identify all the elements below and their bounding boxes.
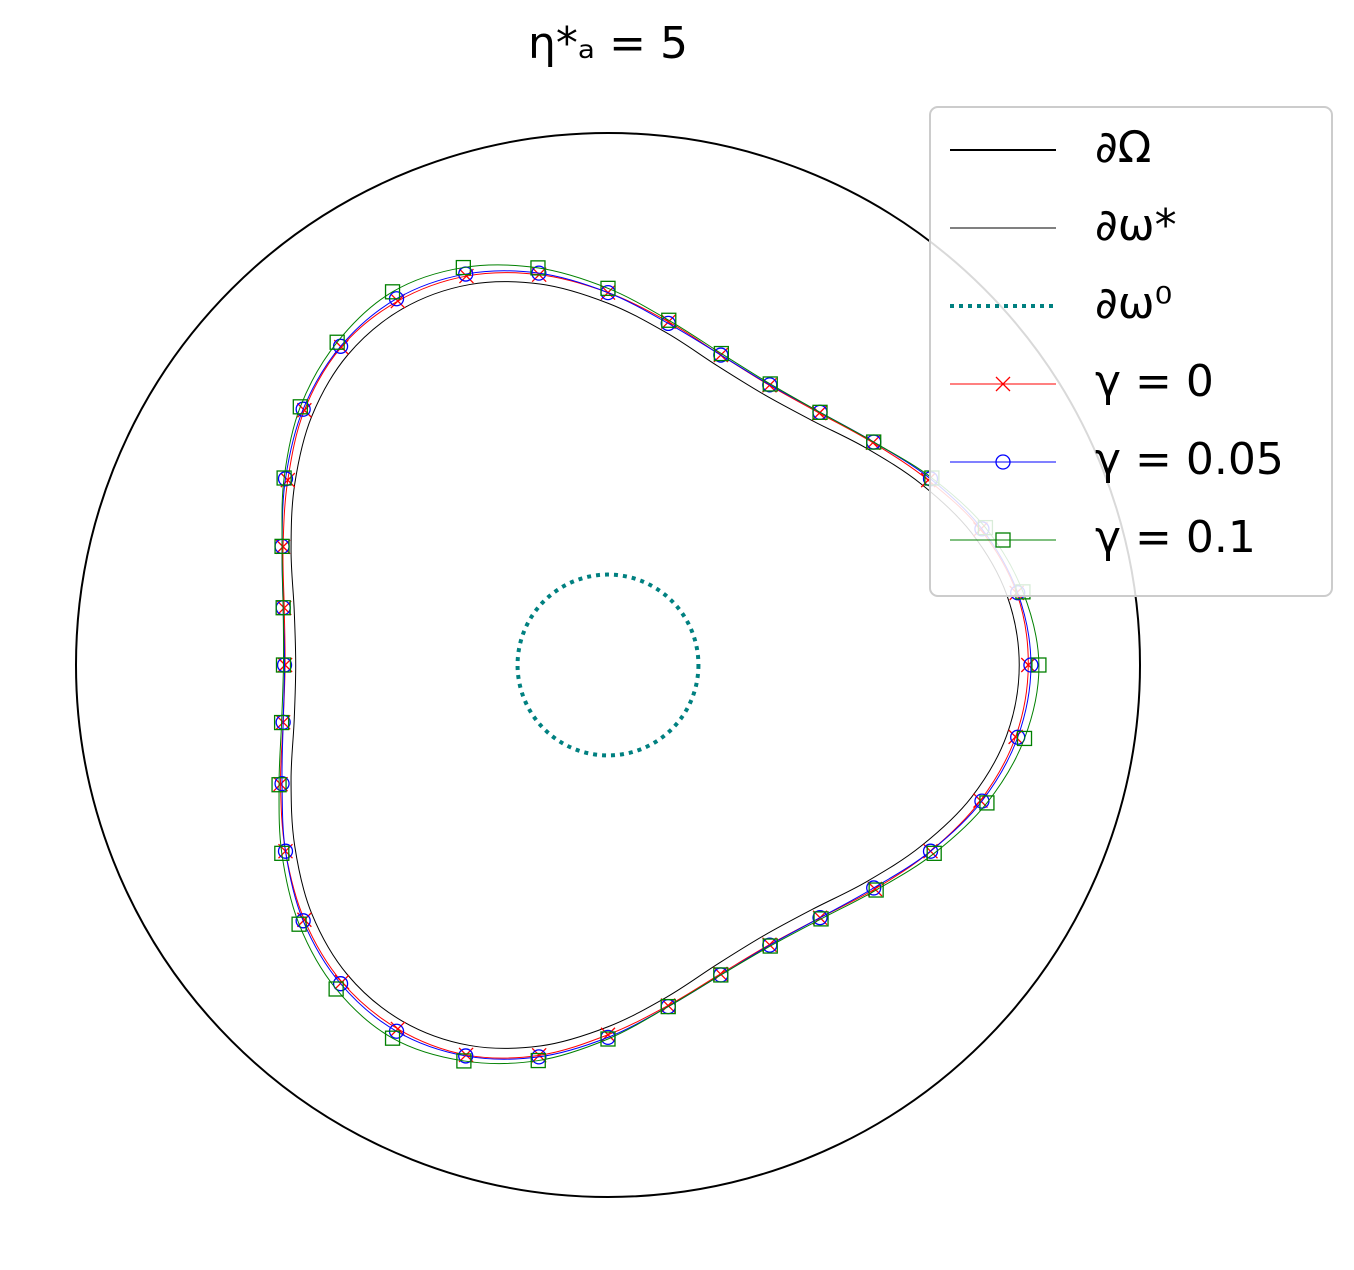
marker xyxy=(813,911,829,927)
shape-curve xyxy=(280,272,1029,1059)
shape-curve xyxy=(278,264,1040,1065)
marker xyxy=(1008,729,1024,745)
marker xyxy=(455,259,471,276)
marker xyxy=(456,1053,472,1069)
marker xyxy=(276,470,292,486)
boundary-circle xyxy=(75,132,1141,1198)
legend-label: γ = 0 xyxy=(1095,356,1214,407)
marker xyxy=(274,538,290,555)
marker xyxy=(812,404,828,420)
boundary-circle xyxy=(515,572,701,758)
chart-title: η*ₐ = 5 xyxy=(528,18,688,69)
legend-label: ∂ω* xyxy=(1095,200,1177,251)
marker xyxy=(713,345,730,362)
marker xyxy=(329,334,345,350)
marker xyxy=(812,910,828,926)
marker xyxy=(531,265,547,281)
marker xyxy=(295,913,311,929)
marker xyxy=(600,280,616,296)
marker xyxy=(291,916,307,932)
marker xyxy=(660,998,676,1015)
legend-frame xyxy=(929,106,1333,597)
marker xyxy=(274,845,290,861)
legend-label: ∂Ω xyxy=(1095,122,1151,173)
marker xyxy=(1031,657,1047,673)
marker xyxy=(458,1048,474,1064)
marker xyxy=(295,401,311,417)
marker xyxy=(979,795,995,811)
marker xyxy=(332,976,349,992)
marker xyxy=(271,777,287,793)
legend-label: γ = 0.1 xyxy=(1095,512,1256,563)
marker xyxy=(600,1031,616,1047)
marker xyxy=(328,981,344,997)
marker xyxy=(384,1030,401,1046)
marker xyxy=(995,376,1011,392)
marker xyxy=(277,471,294,487)
marker xyxy=(1016,730,1033,747)
marker xyxy=(1020,657,1036,673)
marker xyxy=(275,600,291,616)
legend-label: γ = 0.05 xyxy=(1095,434,1284,485)
marker xyxy=(275,657,292,673)
shape-curve xyxy=(281,270,1032,1060)
marker xyxy=(713,967,729,983)
marker xyxy=(384,284,401,300)
marker xyxy=(866,434,882,450)
legend-label: ∂ω⁰ xyxy=(1095,278,1172,329)
marker xyxy=(995,532,1011,548)
legend: ∂Ω ∂ω* ∂ω⁰ γ = 0 γ = 0.05 γ = 0.1 xyxy=(929,106,1333,597)
marker xyxy=(274,775,290,792)
marker xyxy=(926,845,942,861)
marker xyxy=(868,882,884,898)
marker xyxy=(530,1052,546,1069)
marker xyxy=(458,268,474,284)
marker xyxy=(273,714,290,731)
marker xyxy=(277,843,294,859)
marker xyxy=(762,938,778,954)
marker xyxy=(661,312,677,328)
marker xyxy=(530,260,546,276)
marker xyxy=(995,454,1011,470)
marker xyxy=(1023,657,1039,673)
marker xyxy=(292,399,308,415)
shape-curve xyxy=(290,281,1020,1049)
marker xyxy=(762,376,778,392)
